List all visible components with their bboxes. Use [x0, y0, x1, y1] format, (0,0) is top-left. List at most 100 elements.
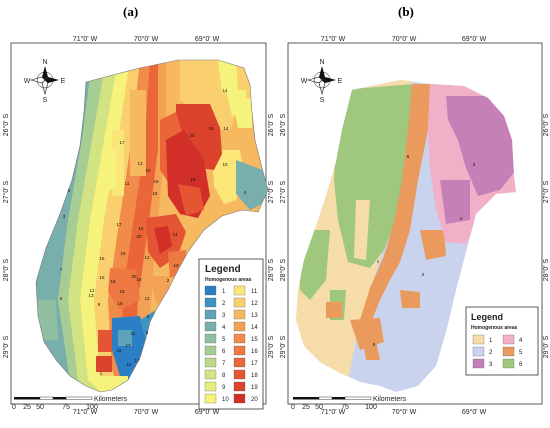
legend-label: 2 — [222, 301, 226, 307]
scale-unit: Kilometers — [94, 396, 128, 403]
compass-n: N — [319, 59, 324, 66]
legend-swatch — [204, 381, 217, 392]
legend-label: 8 — [222, 373, 226, 379]
zone-label: 20 — [136, 234, 142, 239]
lat-tick: 26°0' S — [279, 113, 287, 136]
legend-swatch — [502, 334, 515, 345]
compass-needle-icon — [319, 66, 325, 80]
zone-label: 13 — [137, 161, 143, 166]
zone-label: 18 — [110, 279, 116, 284]
legend-subtitle: Homogenous areas — [471, 325, 518, 331]
lon-tick: 69°0' W — [462, 408, 487, 416]
legend-label: 10 — [222, 397, 229, 403]
scale-tick: 50 — [315, 404, 323, 411]
legend-swatch — [233, 345, 246, 356]
lon-tick: 71°0' W — [321, 35, 346, 43]
zone-label: 17 — [116, 222, 122, 227]
lon-tick: 70°0' W — [392, 35, 417, 43]
legend-swatch — [204, 333, 217, 344]
lon-tick: 70°0' W — [134, 408, 159, 416]
lat-tick: 27°0' S — [542, 180, 550, 203]
zone-label: 18 — [152, 191, 158, 196]
legend-swatch — [204, 321, 217, 332]
scale-tick: 100 — [86, 404, 98, 411]
scale-tick: 75 — [62, 404, 70, 411]
zone-label: 19 — [153, 179, 159, 184]
lat-tick: 29°0' S — [279, 335, 287, 358]
zone-label: 14 — [222, 88, 228, 93]
zone-label: 12 — [144, 255, 150, 260]
lat-tick: 27°0' S — [279, 180, 287, 203]
legend-swatch — [233, 309, 246, 320]
compass-s: S — [320, 97, 325, 104]
legend-label: 19 — [251, 385, 258, 391]
legend-label: 3 — [489, 362, 493, 368]
scale-tick: 0 — [291, 404, 295, 411]
lon-tick: 69°0' W — [195, 35, 220, 43]
lat-tick: 28°0' S — [542, 258, 550, 281]
legend-swatch — [502, 346, 515, 357]
legend-label: 18 — [251, 373, 258, 379]
zone-label: 4 — [244, 190, 247, 195]
zone-label: 10 — [136, 277, 142, 282]
lat-tick: 29°0' S — [2, 335, 10, 358]
legend-label: 1 — [489, 338, 493, 344]
legend-label: 13 — [251, 313, 258, 319]
scale-tick: 100 — [365, 404, 377, 411]
zone-label: 17 — [134, 358, 140, 363]
zone-label: 15 — [116, 348, 122, 353]
legend-label: 6 — [519, 362, 523, 368]
lat-tick: 27°0' S — [267, 180, 275, 203]
zone-label: 17 — [119, 140, 125, 145]
compass-e: E — [61, 78, 66, 85]
panel-b-label: (b) — [398, 4, 414, 19]
lon-tick: 70°0' W — [134, 35, 159, 43]
lat-tick: 26°0' S — [2, 113, 10, 136]
zone-label: 12 — [126, 362, 132, 367]
zone-label: 16 — [117, 301, 123, 306]
zone-label: 5 — [146, 330, 149, 335]
legend-swatch — [204, 345, 217, 356]
graticule-labels-a: 71°0' W 70°0' W 69°0' W 71°0' W 70°0' W … — [2, 35, 275, 416]
scale-tick: 25 — [302, 404, 310, 411]
scale-tick: 75 — [341, 404, 349, 411]
zone-label: 11 — [131, 331, 136, 336]
legend-label: 1 — [222, 289, 226, 295]
north-arrow-b: N S E W — [301, 59, 343, 104]
legend-label: 11 — [251, 289, 258, 295]
compass-s: S — [43, 97, 48, 104]
legend-items-b: 1 2 3 4 5 6 — [472, 334, 523, 369]
legend-swatch — [233, 381, 246, 392]
scale-unit: Kilometers — [373, 396, 407, 403]
legend-label: 9 — [222, 385, 226, 391]
legend-swatch — [472, 346, 485, 357]
legend-title: Legend — [471, 312, 503, 322]
zone-label: 15 — [99, 275, 105, 280]
legend-label: 15 — [251, 337, 258, 343]
zone-label: 5 — [373, 342, 376, 347]
lon-tick: 69°0' W — [195, 408, 220, 416]
zone-label: 20 — [189, 133, 195, 138]
graticule-labels-b: 71°0' W 70°0' W 69°0' W 71°0' W 70°0' W … — [279, 35, 550, 416]
scale-bar-b: 0 25 50 75 100 Kilometers — [291, 396, 407, 411]
zone-label: 13 — [88, 293, 94, 298]
scale-tick: 25 — [23, 404, 31, 411]
north-arrow-a: N S E W — [24, 59, 66, 104]
legend-a: Legend Homogenous areas 1234567891011121… — [198, 258, 264, 410]
lat-tick: 27°0' S — [2, 180, 10, 203]
legend-label: 16 — [251, 349, 258, 355]
zone-label: 11 — [125, 181, 130, 186]
legend-b: Legend Homogenous areas 1 2 3 4 5 6 — [465, 306, 539, 376]
legend-label: 7 — [222, 361, 226, 367]
zone-label: 6 — [407, 154, 410, 159]
legend-swatch — [204, 297, 217, 308]
zone-label: 1 — [377, 259, 380, 264]
zone-label: 3 — [147, 314, 150, 319]
legend-swatch — [204, 369, 217, 380]
lon-tick: 69°0' W — [462, 35, 487, 43]
zone-label: 14 — [172, 232, 178, 237]
zone-label: 17 — [125, 343, 131, 348]
